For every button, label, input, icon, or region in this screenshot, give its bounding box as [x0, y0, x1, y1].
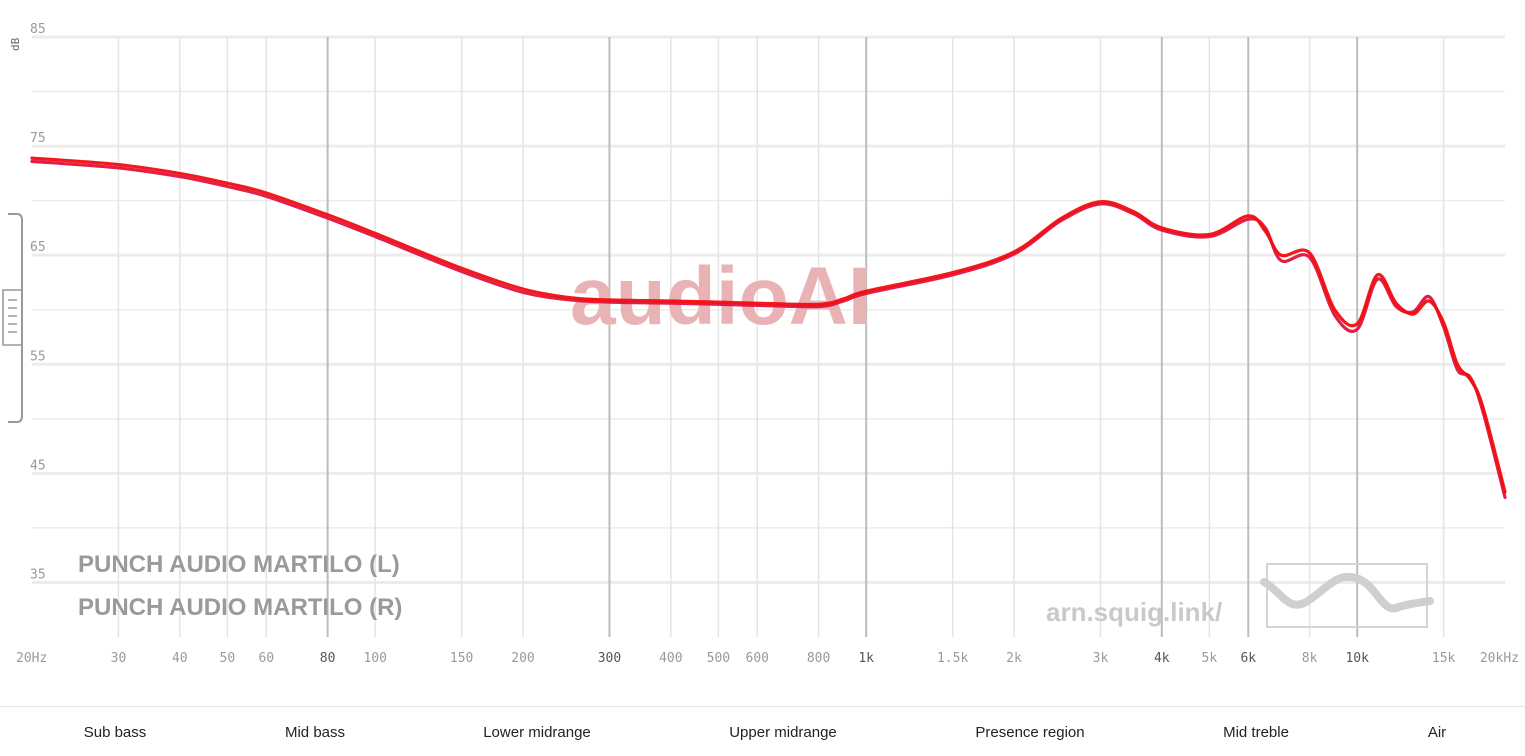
band-label-mid-bass: Mid bass — [284, 724, 346, 741]
x-tick-label: 300 — [598, 651, 621, 666]
x-tick-label: 20kHz — [1480, 651, 1519, 666]
x-tick-label: 100 — [363, 651, 386, 666]
frequency-band-labels: Sub bass Mid bass Lower midrange Upper m… — [0, 724, 1525, 748]
y-tick-label: 55 — [30, 349, 46, 364]
x-tick-label: 60 — [258, 651, 274, 666]
x-tick-label: 80 — [320, 651, 336, 666]
x-tick-label: 10k — [1345, 651, 1369, 666]
band-divider — [0, 706, 1525, 707]
handle-bracket — [8, 213, 23, 423]
watermark-logo-text: audioAI — [570, 251, 871, 342]
x-tick-label: 20Hz — [16, 651, 47, 666]
x-tick-label: 150 — [450, 651, 473, 666]
x-tick-label: 30 — [111, 651, 127, 666]
y-gridlines — [32, 35, 1505, 584]
y-scale-drag-handle[interactable] — [2, 213, 23, 423]
y-tick-label: 35 — [30, 567, 46, 582]
response-curves — [30, 156, 1507, 499]
x-tick-label: 3k — [1093, 651, 1109, 666]
x-tick-label: 800 — [807, 651, 830, 666]
x-tick-label: 2k — [1006, 651, 1022, 666]
handle-grip-icon — [2, 289, 23, 346]
x-tick-label: 1k — [858, 651, 874, 666]
x-gridlines — [117, 37, 1445, 637]
x-tick-label: 15k — [1432, 651, 1456, 666]
watermark-url: arn.squig.link/ — [1046, 597, 1222, 627]
y-axis-label: dB — [9, 37, 22, 51]
x-tick-label: 40 — [172, 651, 188, 666]
x-tick-label: 200 — [511, 651, 534, 666]
band-label-sub-bass: Sub bass — [83, 724, 147, 741]
band-label-air: Air — [1427, 724, 1447, 741]
x-tick-label: 4k — [1154, 651, 1170, 666]
y-tick-label: 65 — [30, 240, 46, 255]
curve-right — [30, 156, 1507, 494]
x-tick-label: 6k — [1240, 651, 1256, 666]
x-tick-label: 5k — [1202, 651, 1218, 666]
x-tick-label: 8k — [1302, 651, 1318, 666]
band-label-upper-midrange: Upper midrange — [729, 724, 837, 741]
y-tick-label: 85 — [30, 22, 46, 37]
x-tick-labels: 20Hz 30 40 50 60 80 100 150 200 300 400 500 600 800 1k… — [16, 651, 1519, 666]
legend-entry-right[interactable]: PUNCH AUDIO MARTILO (R) — [78, 594, 402, 621]
watermark-logo-graphic — [1260, 563, 1434, 628]
y-tick-label: 45 — [30, 458, 46, 473]
watermark-logo-curve — [1260, 572, 1434, 613]
x-tick-label: 400 — [659, 651, 682, 666]
band-label-lower-midrange: Lower midrange — [483, 724, 591, 741]
x-tick-label: 500 — [707, 651, 730, 666]
x-tick-label: 600 — [746, 651, 769, 666]
y-tick-label: 75 — [30, 131, 46, 146]
band-label-mid-treble: Mid treble — [1223, 724, 1289, 741]
x-tick-label: 50 — [220, 651, 236, 666]
y-tick-labels: 35 45 55 65 75 85 — [30, 22, 46, 582]
watermark-logo-frame — [1266, 563, 1428, 628]
x-tick-label: 1.5k — [937, 651, 968, 666]
band-label-presence-region: Presence region — [975, 724, 1085, 741]
legend-entry-left[interactable]: PUNCH AUDIO MARTILO (L) — [78, 551, 400, 578]
